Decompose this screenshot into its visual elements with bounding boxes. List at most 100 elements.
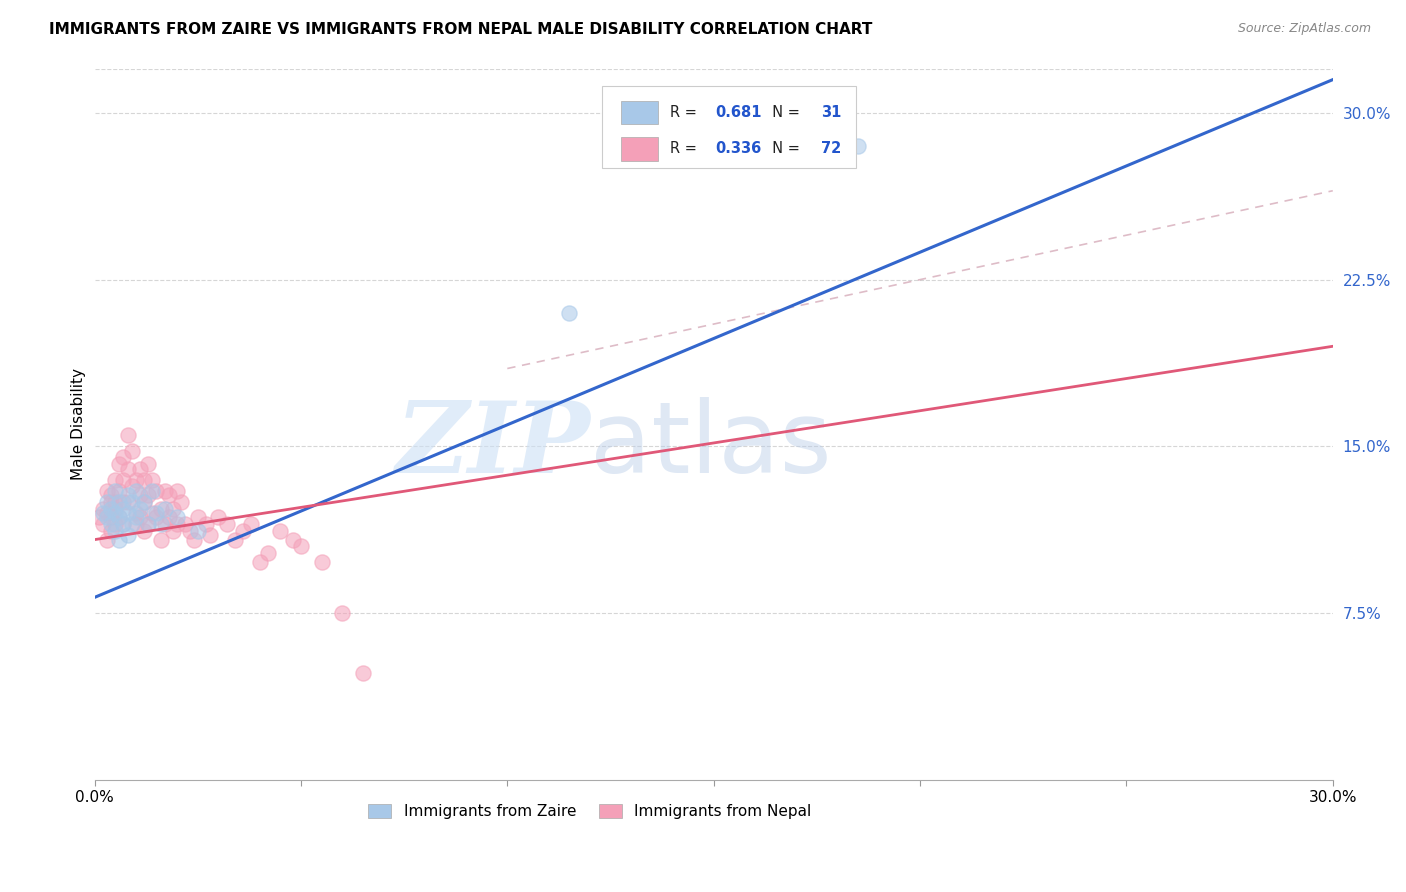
Point	[117, 495, 139, 509]
Point	[100, 495, 122, 509]
Point	[162, 524, 184, 538]
Text: 0.681: 0.681	[714, 105, 762, 120]
Text: R =: R =	[671, 105, 702, 120]
Point	[240, 517, 263, 532]
Point	[117, 488, 139, 502]
Point	[330, 606, 353, 620]
Legend: Immigrants from Zaire, Immigrants from Nepal: Immigrants from Zaire, Immigrants from N…	[363, 797, 817, 825]
Point	[100, 501, 122, 516]
Point	[96, 533, 118, 547]
Point	[91, 506, 114, 520]
Point	[96, 495, 118, 509]
Point	[136, 488, 159, 502]
Point	[96, 510, 118, 524]
Point	[108, 483, 131, 498]
Point	[207, 510, 229, 524]
Point	[166, 483, 188, 498]
Point	[104, 495, 127, 509]
Point	[187, 524, 209, 538]
Point	[117, 428, 139, 442]
Point	[91, 501, 114, 516]
Point	[129, 510, 152, 524]
Point	[311, 555, 333, 569]
Point	[249, 555, 271, 569]
Point	[117, 461, 139, 475]
Point	[125, 483, 148, 498]
Point	[112, 450, 135, 465]
Point	[198, 528, 221, 542]
Point	[846, 139, 869, 153]
Point	[149, 501, 172, 516]
Point	[104, 506, 127, 520]
Point	[162, 501, 184, 516]
Point	[136, 517, 159, 532]
Point	[187, 510, 209, 524]
Point	[145, 510, 167, 524]
Point	[129, 488, 152, 502]
Text: 31: 31	[821, 105, 842, 120]
FancyBboxPatch shape	[602, 87, 856, 168]
Point	[145, 483, 167, 498]
Point	[141, 506, 163, 520]
Text: R =: R =	[671, 141, 702, 156]
Point	[121, 517, 143, 532]
Text: ZIP: ZIP	[395, 397, 591, 493]
Point	[108, 510, 131, 524]
Point	[145, 506, 167, 520]
Point	[558, 306, 581, 320]
Text: IMMIGRANTS FROM ZAIRE VS IMMIGRANTS FROM NEPAL MALE DISABILITY CORRELATION CHART: IMMIGRANTS FROM ZAIRE VS IMMIGRANTS FROM…	[49, 22, 873, 37]
Point	[257, 546, 280, 560]
Point	[149, 517, 172, 532]
Point	[125, 506, 148, 520]
Point	[149, 533, 172, 547]
Point	[100, 517, 122, 532]
Point	[224, 533, 246, 547]
Point	[91, 517, 114, 532]
Point	[125, 510, 148, 524]
FancyBboxPatch shape	[621, 137, 658, 161]
Point	[108, 510, 131, 524]
Point	[157, 488, 180, 502]
Point	[112, 517, 135, 532]
Point	[112, 473, 135, 487]
Point	[290, 539, 312, 553]
Point	[125, 517, 148, 532]
Point	[108, 457, 131, 471]
Point	[125, 473, 148, 487]
Point	[141, 483, 163, 498]
Point	[132, 495, 155, 509]
Point	[96, 506, 118, 520]
Point	[121, 443, 143, 458]
Text: atlas: atlas	[591, 397, 831, 494]
Text: 0.336: 0.336	[714, 141, 761, 156]
Point	[96, 483, 118, 498]
Point	[108, 533, 131, 547]
Point	[100, 488, 122, 502]
Point	[108, 495, 131, 509]
Point	[141, 473, 163, 487]
Text: 72: 72	[821, 141, 842, 156]
Point	[281, 533, 304, 547]
Point	[166, 517, 188, 532]
Point	[153, 483, 176, 498]
Point	[121, 495, 143, 509]
Point	[174, 517, 197, 532]
Point	[104, 501, 127, 516]
Point	[132, 524, 155, 538]
Point	[112, 517, 135, 532]
Point	[117, 528, 139, 542]
Point	[157, 510, 180, 524]
Point	[136, 457, 159, 471]
Text: N =: N =	[763, 105, 804, 120]
Point	[104, 517, 127, 532]
Text: N =: N =	[763, 141, 804, 156]
Point	[104, 483, 127, 498]
Point	[136, 517, 159, 532]
Point	[104, 524, 127, 538]
Point	[153, 501, 176, 516]
Point	[132, 473, 155, 487]
Point	[112, 495, 135, 509]
FancyBboxPatch shape	[621, 101, 658, 124]
Point	[132, 495, 155, 509]
Point	[179, 524, 201, 538]
